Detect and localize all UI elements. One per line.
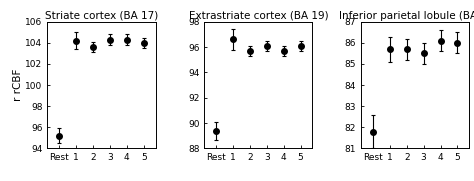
Title: Striate cortex (BA 17): Striate cortex (BA 17) bbox=[45, 11, 158, 21]
Title: Extrastriate cortex (BA 19): Extrastriate cortex (BA 19) bbox=[189, 11, 328, 21]
Title: Inferior parietal lobule (BA 7): Inferior parietal lobule (BA 7) bbox=[339, 11, 474, 21]
Y-axis label: r rCBF: r rCBF bbox=[12, 69, 22, 101]
